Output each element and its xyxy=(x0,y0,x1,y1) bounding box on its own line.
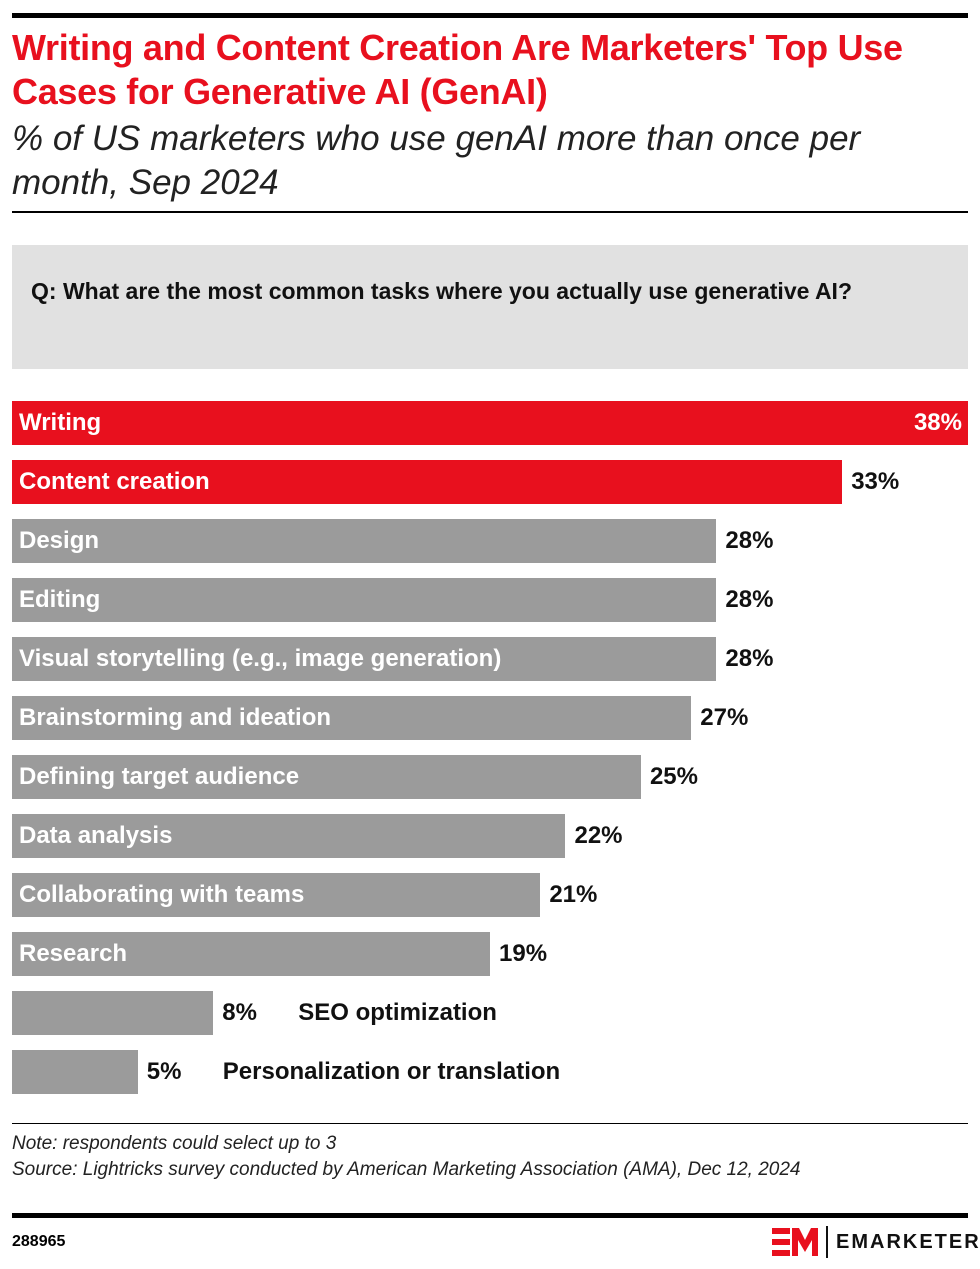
category-label: Collaborating with teams xyxy=(19,881,305,908)
value-label: 19% xyxy=(499,940,548,967)
category-label: Research xyxy=(19,940,128,967)
category-label: Personalization or translation xyxy=(222,1058,561,1085)
category-label: Content creation xyxy=(19,468,210,495)
category-label: Data analysis xyxy=(19,822,173,849)
bar xyxy=(12,696,692,740)
bar xyxy=(12,1050,138,1094)
category-label: Defining target audience xyxy=(19,763,300,790)
bar xyxy=(12,519,717,563)
bar xyxy=(12,873,541,917)
logo-separator xyxy=(826,1226,828,1258)
category-label: Writing xyxy=(19,409,102,436)
value-label: 5% xyxy=(146,1058,182,1085)
bottom-rule xyxy=(12,1213,968,1218)
bar xyxy=(12,932,490,976)
value-label: 33% xyxy=(851,468,900,495)
bar xyxy=(12,637,717,681)
source-text: Source: Lightricks survey conducted by A… xyxy=(12,1159,801,1180)
value-label: 28% xyxy=(725,586,774,613)
em-logo-icon xyxy=(772,1228,818,1256)
bar xyxy=(12,991,214,1035)
bar xyxy=(12,814,566,858)
chart-id: 288965 xyxy=(12,1233,66,1250)
bar xyxy=(12,578,717,622)
divider xyxy=(12,211,968,213)
category-label: Visual storytelling (e.g., image generat… xyxy=(19,645,502,672)
value-label: 8% xyxy=(222,999,257,1026)
category-label: SEO optimization xyxy=(298,999,497,1026)
note-text: Note: respondents could select up to 3 xyxy=(12,1133,337,1154)
footer-divider xyxy=(12,1123,968,1124)
value-label: 28% xyxy=(725,527,774,554)
category-label: Design xyxy=(19,527,100,554)
logo-text: EMARKETER xyxy=(836,1230,980,1253)
question-box xyxy=(12,245,968,369)
value-label: 38% xyxy=(913,409,962,436)
top-rule xyxy=(12,13,968,18)
bar xyxy=(12,401,968,445)
value-label: 27% xyxy=(700,704,749,731)
footnote: Note: respondents could select up to 3 S… xyxy=(12,1131,968,1183)
question-text: Q: What are the most common tasks where … xyxy=(31,278,852,304)
value-label: 25% xyxy=(649,763,698,790)
value-label: 28% xyxy=(725,645,774,672)
bar xyxy=(12,755,641,799)
chart-subtitle: % of US marketers who use genAI more tha… xyxy=(12,119,861,202)
category-label: Brainstorming and ideation xyxy=(19,704,332,731)
value-label: 22% xyxy=(574,822,623,849)
category-label: Editing xyxy=(19,586,101,613)
bar xyxy=(12,460,843,504)
emarketer-logo: EMARKETER xyxy=(772,1226,980,1258)
value-label: 21% xyxy=(549,881,598,908)
chart-title: Writing and Content Creation Are Markete… xyxy=(12,27,903,112)
